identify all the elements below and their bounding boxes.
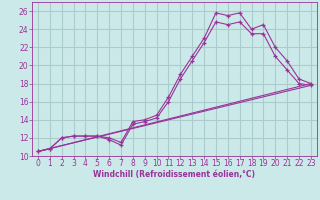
X-axis label: Windchill (Refroidissement éolien,°C): Windchill (Refroidissement éolien,°C) — [93, 170, 255, 179]
